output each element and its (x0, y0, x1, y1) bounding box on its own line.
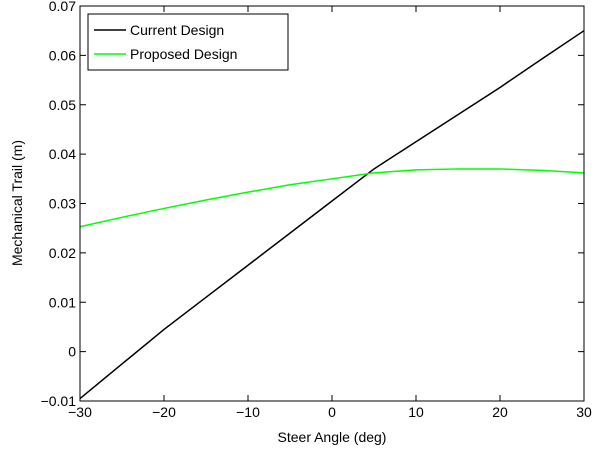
y-tick-label: −0.01 (41, 393, 77, 409)
x-tick-label: 0 (328, 404, 336, 420)
x-tick-label: −10 (236, 404, 260, 420)
x-tick-label: −30 (68, 404, 92, 420)
y-tick-label: 0.03 (49, 196, 76, 212)
y-tick-label: 0.07 (49, 0, 76, 14)
y-tick-label: 0.05 (49, 97, 76, 113)
y-tick-label: 0 (68, 344, 76, 360)
y-tick-label: 0.01 (49, 294, 76, 310)
x-tick-label: 30 (576, 404, 592, 420)
x-tick-label: −20 (152, 404, 176, 420)
x-tick-label: 10 (408, 404, 424, 420)
data-line (79, 30, 585, 400)
x-axis-label: Steer Angle (deg) (278, 429, 387, 445)
axes-box (79, 5, 585, 402)
legend-label: Proposed Design (130, 46, 237, 62)
legend: Current Design Proposed Design (87, 13, 289, 71)
legend-box (87, 13, 289, 71)
legend-label: Current Design (130, 22, 224, 38)
data-line (79, 168, 585, 228)
y-axis-label: Mechanical Trail (m) (9, 140, 25, 266)
x-tick-label: 20 (492, 404, 508, 420)
y-tick-label: 0.02 (49, 245, 76, 261)
y-tick-label: 0.06 (49, 47, 76, 63)
y-tick-label: 0.04 (49, 146, 76, 162)
